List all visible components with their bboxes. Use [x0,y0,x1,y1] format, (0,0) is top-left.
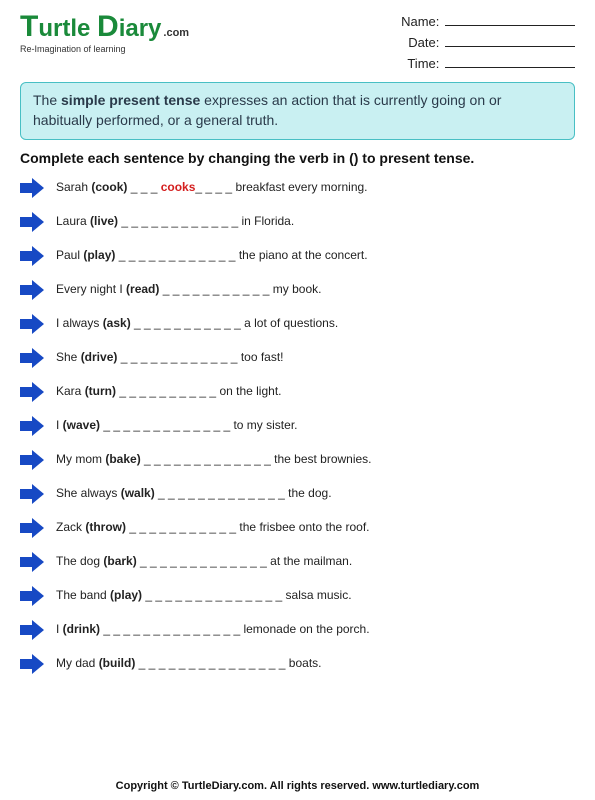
instruction: Complete each sentence by changing the v… [20,150,575,166]
sentence: Every night I (read) _ _ _ _ _ _ _ _ _ _… [56,282,321,298]
arrow-icon [20,484,44,504]
sentence: I (wave) _ _ _ _ _ _ _ _ _ _ _ _ _ to my… [56,418,297,434]
arrow-icon [20,382,44,402]
logo-main-text: Turtle Diary [20,12,161,42]
question-row: I (wave) _ _ _ _ _ _ _ _ _ _ _ _ _ to my… [20,416,575,436]
logo-text: Turtle Diary .com [20,12,189,42]
arrow-icon [20,552,44,572]
question-row: Laura (live) _ _ _ _ _ _ _ _ _ _ _ _ in … [20,212,575,232]
sentence: Laura (live) _ _ _ _ _ _ _ _ _ _ _ _ in … [56,214,294,230]
sentence: The band (play) _ _ _ _ _ _ _ _ _ _ _ _ … [56,588,352,604]
question-row: Every night I (read) _ _ _ _ _ _ _ _ _ _… [20,280,575,300]
definition-box: The simple present tense expresses an ac… [20,82,575,139]
header: Turtle Diary .com Re-Imagination of lear… [20,12,575,74]
arrow-icon [20,348,44,368]
arrow-icon [20,450,44,470]
sentence: My mom (bake) _ _ _ _ _ _ _ _ _ _ _ _ _ … [56,452,372,468]
sentence: My dad (build) _ _ _ _ _ _ _ _ _ _ _ _ _… [56,656,322,672]
sentence: Sarah (cook) _ _ _ cooks_ _ _ _ breakfas… [56,180,368,196]
date-field: Date: [401,33,575,54]
question-row: Kara (turn) _ _ _ _ _ _ _ _ _ _ on the l… [20,382,575,402]
question-row: My mom (bake) _ _ _ _ _ _ _ _ _ _ _ _ _ … [20,450,575,470]
question-row: Paul (play) _ _ _ _ _ _ _ _ _ _ _ _ the … [20,246,575,266]
arrow-icon [20,178,44,198]
arrow-icon [20,586,44,606]
sentence: Zack (throw) _ _ _ _ _ _ _ _ _ _ _ the f… [56,520,370,536]
arrow-icon [20,212,44,232]
arrow-icon [20,654,44,674]
question-row: Zack (throw) _ _ _ _ _ _ _ _ _ _ _ the f… [20,518,575,538]
sentence: She (drive) _ _ _ _ _ _ _ _ _ _ _ _ too … [56,350,284,366]
arrow-icon [20,246,44,266]
question-row: My dad (build) _ _ _ _ _ _ _ _ _ _ _ _ _… [20,654,575,674]
arrow-icon [20,620,44,640]
meta-fields: Name: Date: Time: [401,12,575,74]
sentence: The dog (bark) _ _ _ _ _ _ _ _ _ _ _ _ _… [56,554,352,570]
arrow-icon [20,280,44,300]
sentence: Kara (turn) _ _ _ _ _ _ _ _ _ _ on the l… [56,384,281,400]
arrow-icon [20,314,44,334]
arrow-icon [20,416,44,436]
logo-dotcom: .com [163,28,189,39]
time-field: Time: [401,54,575,75]
arrow-icon [20,518,44,538]
logo-tagline: Re-Imagination of learning [20,44,189,54]
definition-term: simple present tense [61,92,200,108]
definition-prefix: The [33,92,61,108]
question-row: I always (ask) _ _ _ _ _ _ _ _ _ _ _ a l… [20,314,575,334]
sentence: Paul (play) _ _ _ _ _ _ _ _ _ _ _ _ the … [56,248,368,264]
question-row: She always (walk) _ _ _ _ _ _ _ _ _ _ _ … [20,484,575,504]
logo: Turtle Diary .com Re-Imagination of lear… [20,12,189,54]
sentence: I always (ask) _ _ _ _ _ _ _ _ _ _ _ a l… [56,316,338,332]
sample-answer: cooks [161,180,196,194]
sentence: I (drink) _ _ _ _ _ _ _ _ _ _ _ _ _ _ le… [56,622,370,638]
sentence: She always (walk) _ _ _ _ _ _ _ _ _ _ _ … [56,486,332,502]
question-row: Sarah (cook) _ _ _ cooks_ _ _ _ breakfas… [20,178,575,198]
question-row: The dog (bark) _ _ _ _ _ _ _ _ _ _ _ _ _… [20,552,575,572]
footer: Copyright © TurtleDiary.com. All rights … [0,780,595,792]
question-row: She (drive) _ _ _ _ _ _ _ _ _ _ _ _ too … [20,348,575,368]
name-field: Name: [401,12,575,33]
question-row: I (drink) _ _ _ _ _ _ _ _ _ _ _ _ _ _ le… [20,620,575,640]
question-row: The band (play) _ _ _ _ _ _ _ _ _ _ _ _ … [20,586,575,606]
question-list: Sarah (cook) _ _ _ cooks_ _ _ _ breakfas… [20,178,575,674]
